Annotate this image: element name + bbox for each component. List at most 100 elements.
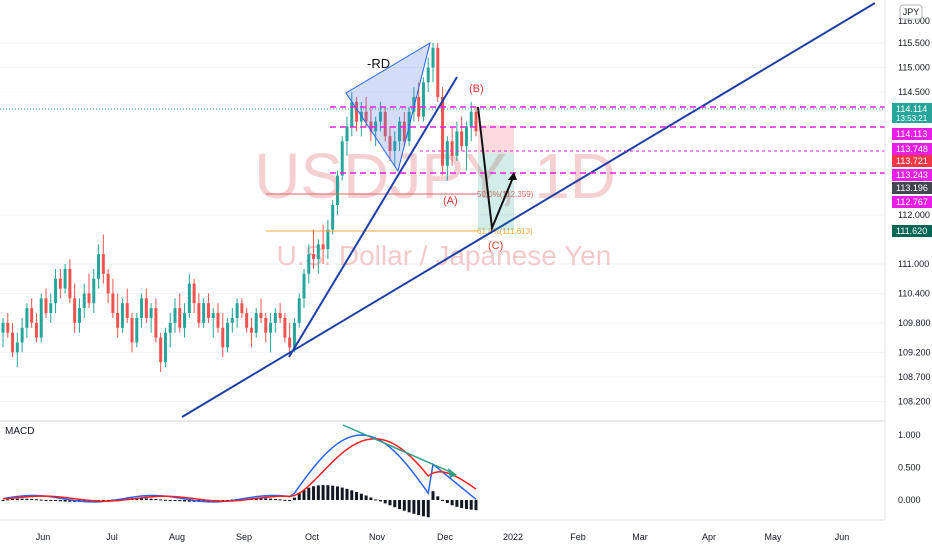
candle-body <box>464 126 468 147</box>
macd-histogram-bar <box>460 500 464 509</box>
candle-body <box>87 293 91 304</box>
candle-body <box>388 136 392 152</box>
macd-histogram-bar <box>30 498 34 500</box>
macd-histogram-bar <box>398 500 402 509</box>
candle-body <box>417 97 421 117</box>
price-tick-label: 111.000 <box>898 259 929 269</box>
candle-body <box>130 317 134 343</box>
candle-body <box>140 298 144 318</box>
macd-histogram-bar <box>350 490 354 500</box>
price-label-countdown: 13:53:21 <box>896 114 928 123</box>
macd-histogram-bar <box>259 498 263 500</box>
candle-body <box>39 298 43 338</box>
candle-body <box>474 111 478 132</box>
time-axis[interactable]: Jun Jul Aug Sep Oct Nov Dec 2022 Feb Mar Apr May Jun <box>36 532 850 542</box>
macd-histogram-bar <box>383 500 387 504</box>
macd-axis: 1.000 0.500 0.000 <box>898 430 921 505</box>
time-tick-label: 2022 <box>503 532 523 542</box>
macd-histogram-bar <box>455 500 459 507</box>
price-axis[interactable]: 115.500 115.000 114.500 112.000 111.000 110.4… <box>898 16 931 406</box>
price-label-box <box>892 155 932 167</box>
candle-body <box>450 141 454 156</box>
candle-body <box>120 303 124 328</box>
price-tick-label: 116.000 <box>898 16 930 26</box>
price-label-text: 114.114 <box>896 104 927 114</box>
projected-path <box>477 106 515 232</box>
price-label-text: 113.196 <box>896 183 928 193</box>
time-tick-label: Jun <box>36 532 51 542</box>
macd-tick-label: 1.000 <box>898 430 921 440</box>
macd-histogram-bar <box>15 498 19 500</box>
candle-body <box>197 303 201 323</box>
price-label-text: 111.620 <box>896 226 927 236</box>
time-tick-label: Aug <box>169 532 185 542</box>
candle-body <box>11 332 15 353</box>
candle-body <box>116 313 120 328</box>
macd-histogram-bar <box>264 498 268 500</box>
macd-tick-label: 0.500 <box>898 463 921 473</box>
candle-body <box>211 313 215 318</box>
candle-body <box>15 342 19 353</box>
price-label-text: 113.721 <box>896 156 928 166</box>
macd-histogram-bar <box>450 500 454 506</box>
candle-body <box>144 298 148 318</box>
candle-body <box>221 327 225 348</box>
time-tick-label: Jun <box>835 532 850 542</box>
gridlines <box>0 42 885 402</box>
macd-histogram-bar <box>426 500 430 518</box>
candle-body <box>20 327 24 343</box>
steep-trendline <box>288 76 458 358</box>
macd-histogram-bar <box>312 486 316 500</box>
macd-histogram-bar <box>292 497 296 500</box>
candle-body <box>355 101 359 122</box>
candle-body <box>163 332 167 363</box>
candle-body <box>441 97 445 166</box>
fib-618-label: 61.8%(111.613) <box>477 227 533 236</box>
price-label-box <box>892 196 932 208</box>
candle-body <box>187 283 191 314</box>
currency-badge[interactable] <box>899 4 923 20</box>
candle-body <box>254 313 258 333</box>
macd-histogram-bar <box>1 500 5 501</box>
signal-line <box>2 438 477 502</box>
macd-histogram-bar <box>58 500 62 502</box>
macd-histogram-bar <box>173 500 177 501</box>
price-tick-label: 108.200 <box>898 396 931 406</box>
candle-body <box>307 254 311 274</box>
macd-title: MACD <box>5 426 34 437</box>
candle-body <box>273 313 277 323</box>
macd-histogram-bar <box>269 498 273 500</box>
candle-body <box>44 298 48 314</box>
candle-body <box>216 313 220 328</box>
macd-histogram-bar <box>11 498 15 500</box>
macd-histogram-bar <box>20 498 24 500</box>
candle-body <box>6 322 10 333</box>
macd-histogram-bar <box>307 487 311 500</box>
macd-divergence-line <box>342 424 456 475</box>
candle-body <box>331 205 335 230</box>
candle-body <box>326 229 330 250</box>
macd-histogram-bar <box>412 500 416 514</box>
macd-histogram-bar <box>63 500 67 502</box>
macd-histogram-bar <box>44 500 48 501</box>
projected-arrowhead <box>508 172 517 180</box>
price-tick-label: 108.700 <box>898 372 931 382</box>
candle-body <box>292 322 296 348</box>
candle-body <box>455 131 459 156</box>
candle-body <box>34 322 38 338</box>
time-tick-label: Nov <box>369 532 386 542</box>
candle-body <box>316 244 320 260</box>
macd-histogram-bar <box>163 499 167 501</box>
candle-body <box>445 141 449 166</box>
macd-histogram-bar <box>140 498 144 500</box>
candle-body <box>77 308 81 323</box>
price-label-box <box>892 182 932 194</box>
candle-body <box>240 303 244 314</box>
candle-body <box>97 254 101 279</box>
macd-histogram-bar <box>340 487 344 500</box>
macd-pane <box>1 424 478 518</box>
candle-body <box>431 47 435 68</box>
candle-body <box>321 244 325 250</box>
macd-histogram-bar <box>25 498 29 500</box>
